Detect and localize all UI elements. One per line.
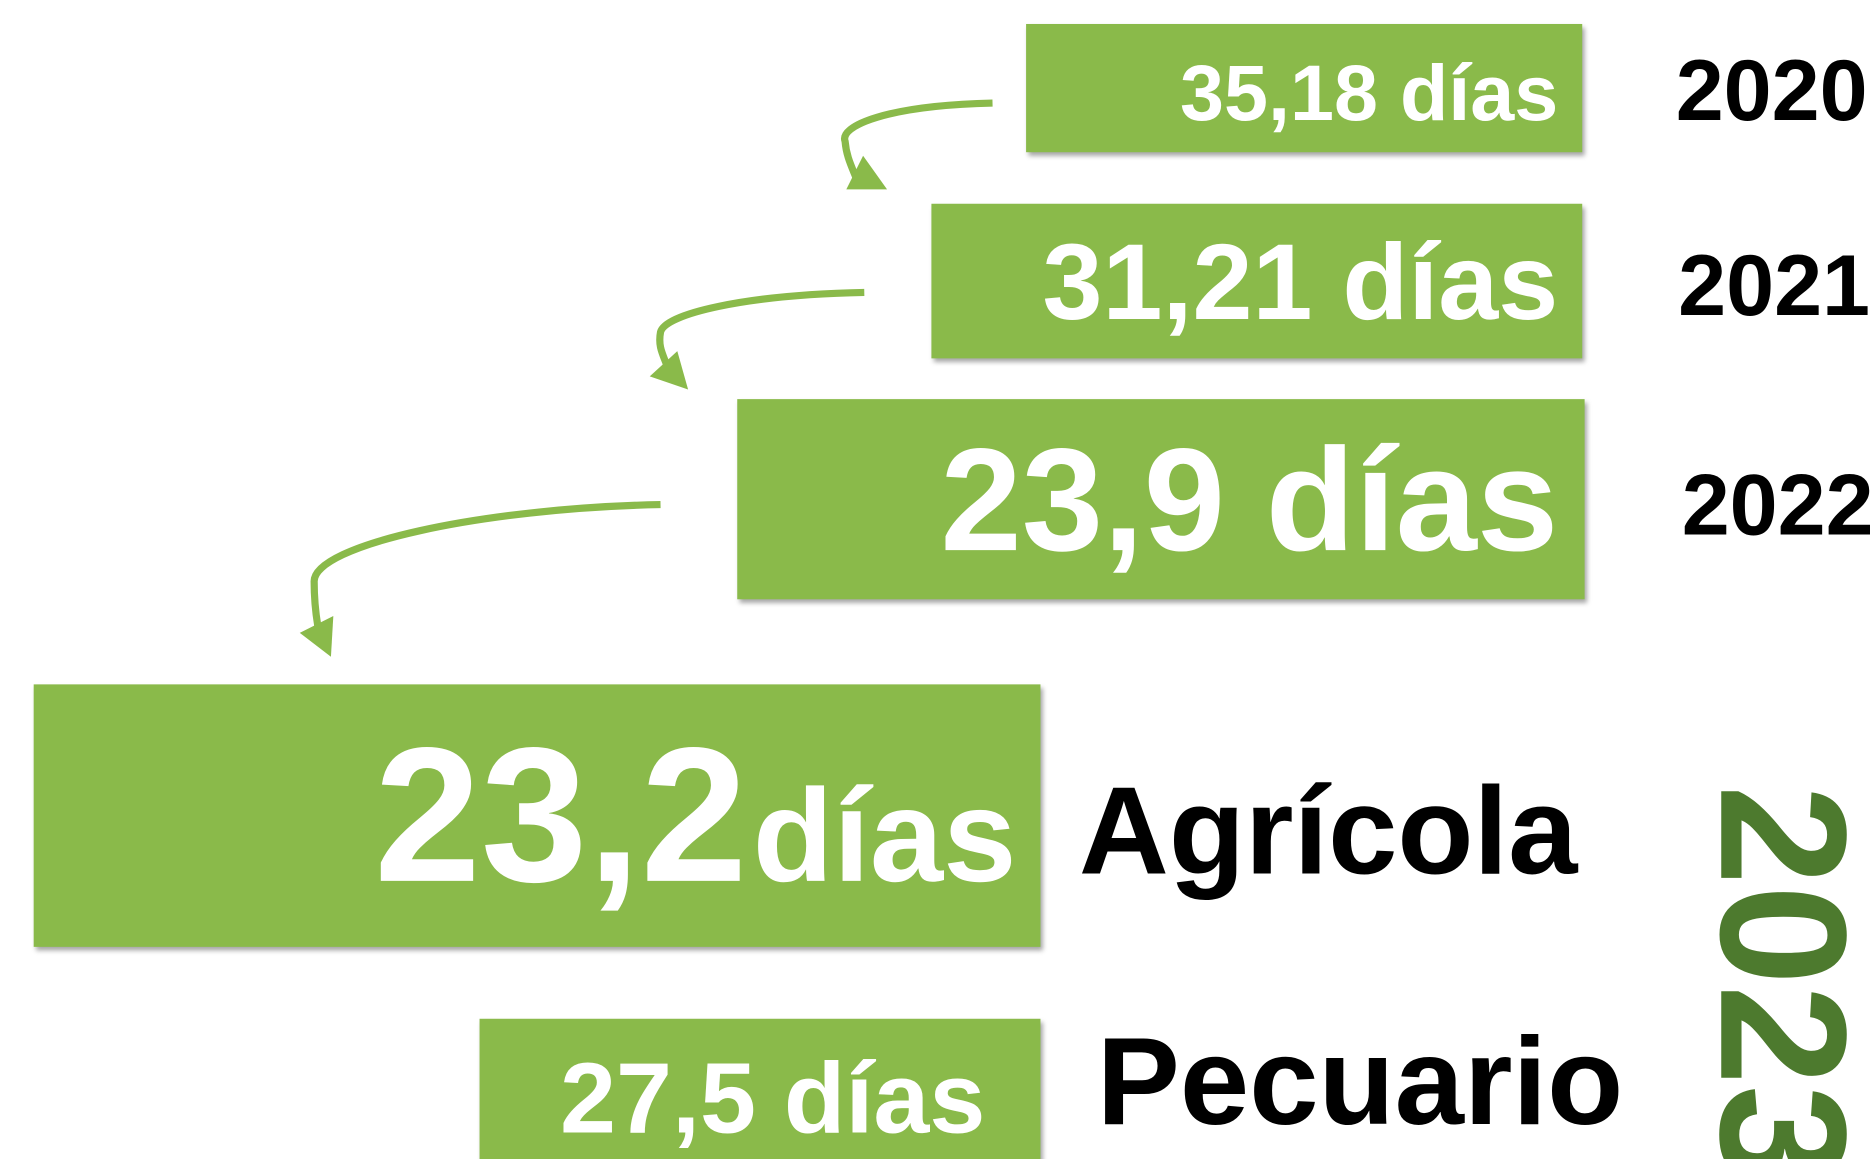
- value-text: 35,18 días: [1180, 48, 1558, 137]
- year: 2020: [1676, 43, 1868, 139]
- box-agricola: [33, 684, 1041, 947]
- sector-label: Pecuario: [1097, 1012, 1623, 1151]
- sector-label: Agrícola: [1079, 762, 1579, 901]
- value: 23,2: [374, 707, 747, 922]
- unit: días: [1400, 48, 1558, 137]
- box-pecuario: [479, 1018, 1041, 1159]
- value: 23,9: [940, 418, 1225, 581]
- value: 31,21: [1043, 221, 1313, 342]
- year: 2021: [1678, 238, 1870, 334]
- unit: días: [1342, 221, 1558, 342]
- arrow: [656, 288, 865, 366]
- value-text: 23,9 días: [940, 418, 1558, 581]
- unit: días: [784, 1043, 985, 1155]
- arrow-head: [846, 155, 888, 190]
- value-text: 27,5 días: [560, 1043, 985, 1155]
- box-2021: [931, 203, 1583, 359]
- box-2022: [737, 399, 1585, 600]
- arrow-head: [649, 351, 689, 390]
- value: 27,5: [560, 1043, 756, 1155]
- current-year: 2023: [1682, 785, 1870, 1159]
- arrow: [310, 500, 661, 627]
- unit: días: [1266, 418, 1559, 581]
- unit: días: [753, 762, 1017, 909]
- arrow-head: [299, 616, 334, 657]
- value-text: 23,2 días: [374, 707, 1016, 922]
- arrow: [841, 99, 993, 179]
- value: 35,18: [1180, 48, 1378, 137]
- value-text: 31,21 días: [1043, 221, 1559, 342]
- year: 2022: [1682, 458, 1870, 554]
- box-2020: [1026, 23, 1583, 153]
